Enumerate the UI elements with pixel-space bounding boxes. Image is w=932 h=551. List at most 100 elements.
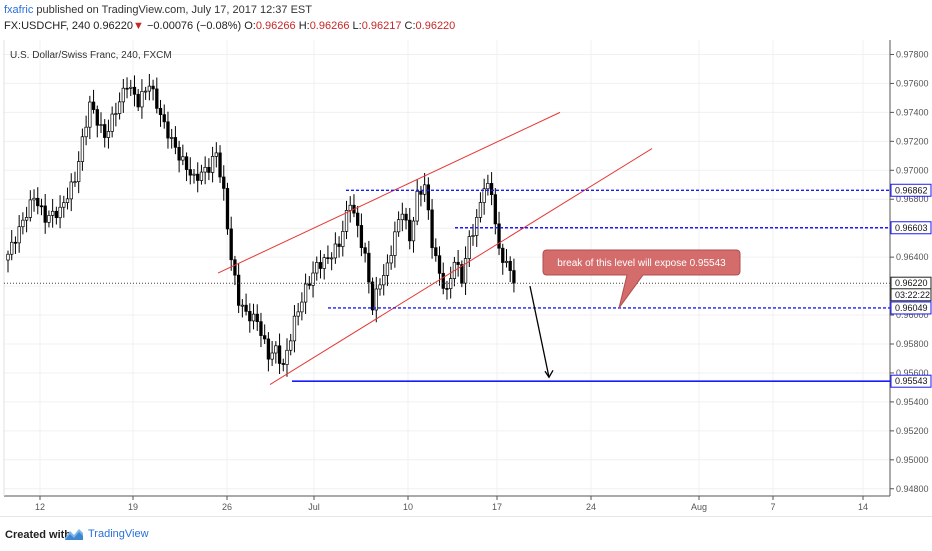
footer: Created with TradingView bbox=[0, 516, 932, 551]
candle-body bbox=[17, 226, 21, 244]
candle-body bbox=[471, 235, 475, 237]
candle-body bbox=[199, 171, 204, 181]
x-tick-label: Aug bbox=[691, 502, 707, 512]
open-label: O: bbox=[244, 20, 256, 32]
published-text: published on TradingView.com, July 17, 2… bbox=[33, 4, 312, 16]
author-link[interactable]: fxafric bbox=[4, 4, 34, 16]
y-tick-label: 0.95800 bbox=[896, 339, 929, 349]
candle-body bbox=[259, 321, 263, 336]
candle-body bbox=[43, 205, 47, 223]
low-label: L: bbox=[352, 20, 362, 32]
x-tick-label: 10 bbox=[403, 502, 413, 512]
candle-body bbox=[140, 91, 144, 108]
candle-body bbox=[50, 210, 55, 216]
candle-body bbox=[103, 124, 107, 138]
candle-body bbox=[39, 205, 44, 208]
candle-body bbox=[408, 219, 412, 242]
chart-area[interactable]: U.S. Dollar/Swiss Franc, 240, FXCM 0.9780… bbox=[0, 38, 932, 516]
candle-body bbox=[311, 272, 315, 286]
price-label-box bbox=[890, 221, 932, 235]
candle-body bbox=[132, 86, 137, 95]
candle-body bbox=[222, 176, 226, 189]
price-label-box bbox=[890, 374, 932, 388]
x-tick-label: 26 bbox=[222, 502, 232, 512]
y-tick-label: 0.97000 bbox=[896, 165, 929, 175]
candle-body bbox=[411, 220, 416, 242]
created-with-text: Created with bbox=[5, 529, 72, 541]
candle-body bbox=[326, 257, 330, 260]
close-value: 0.96220 bbox=[415, 20, 456, 32]
candle-body bbox=[244, 304, 248, 312]
candle-body bbox=[404, 213, 408, 221]
candle-body bbox=[181, 156, 185, 161]
candle-body bbox=[110, 113, 114, 132]
x-tick-label: 12 bbox=[35, 502, 45, 512]
candle-body bbox=[28, 199, 32, 218]
candle-body bbox=[501, 247, 505, 263]
projection-arrow[interactable] bbox=[529, 285, 550, 378]
symbol-label[interactable]: FX:USDCHF, 240 bbox=[4, 20, 91, 32]
candle-body bbox=[478, 202, 483, 218]
callout-bubble[interactable] bbox=[542, 249, 741, 309]
candle-body bbox=[106, 131, 111, 138]
candle-body bbox=[486, 183, 490, 190]
candle-body bbox=[210, 156, 215, 173]
candle-body bbox=[125, 87, 129, 90]
channel-upper-line[interactable] bbox=[217, 111, 561, 274]
candle-body bbox=[10, 241, 14, 255]
x-tick-label: Jul bbox=[308, 502, 320, 512]
candle-body bbox=[47, 215, 51, 223]
candle-body bbox=[13, 241, 18, 244]
chart-header: fxafric published on TradingView.com, Ju… bbox=[0, 0, 932, 38]
candle-body bbox=[318, 262, 323, 269]
candle-body bbox=[378, 284, 382, 290]
candle-body bbox=[236, 274, 241, 306]
candle-body bbox=[396, 219, 401, 233]
candle-body bbox=[151, 85, 155, 90]
tradingview-brand[interactable]: TradingView bbox=[88, 528, 149, 540]
candle-body bbox=[300, 301, 304, 313]
candle-body bbox=[203, 166, 207, 173]
candle-body bbox=[329, 257, 334, 260]
y-tick-label: 0.95200 bbox=[896, 426, 929, 436]
candle-body bbox=[374, 288, 378, 311]
candle-body bbox=[367, 252, 371, 283]
high-label: H: bbox=[298, 20, 310, 32]
down-arrow-icon: ▼ bbox=[133, 20, 144, 32]
candle-body bbox=[196, 173, 200, 181]
candle-body bbox=[363, 247, 367, 254]
last-price: 0.96220 bbox=[93, 20, 134, 32]
candle-body bbox=[359, 225, 364, 249]
candle-body bbox=[214, 152, 218, 157]
y-tick-label: 0.97200 bbox=[896, 136, 929, 146]
candle-body bbox=[266, 338, 271, 360]
candle-body bbox=[143, 90, 148, 93]
candle-body bbox=[467, 236, 471, 259]
candle-body bbox=[251, 313, 256, 322]
candle-body bbox=[158, 108, 163, 115]
candle-body bbox=[36, 197, 40, 207]
candle-body bbox=[382, 275, 386, 286]
candle-body bbox=[344, 210, 349, 232]
candle-body bbox=[95, 109, 99, 126]
callout-text: break of this level will expose 0.95543 bbox=[557, 258, 726, 269]
candle-body bbox=[512, 270, 516, 284]
channel-lower-line[interactable] bbox=[269, 148, 653, 385]
candle-body bbox=[73, 181, 77, 184]
price-label: 0.96862 bbox=[895, 185, 928, 195]
candle-body bbox=[162, 114, 166, 123]
candle-body bbox=[296, 311, 300, 317]
candle-body bbox=[188, 169, 192, 176]
candle-body bbox=[434, 247, 438, 257]
candle-body bbox=[463, 258, 468, 284]
candle-body bbox=[24, 217, 29, 221]
candle-body bbox=[493, 194, 497, 225]
candle-body bbox=[32, 197, 36, 201]
candle-body bbox=[337, 243, 341, 247]
candle-body bbox=[99, 124, 103, 126]
candle-body bbox=[88, 101, 92, 128]
price-label-box bbox=[890, 183, 932, 197]
y-tick-label: 0.97800 bbox=[896, 49, 929, 59]
price-chart[interactable]: U.S. Dollar/Swiss Franc, 240, FXCM 0.9780… bbox=[0, 38, 932, 516]
candle-body bbox=[385, 262, 390, 276]
